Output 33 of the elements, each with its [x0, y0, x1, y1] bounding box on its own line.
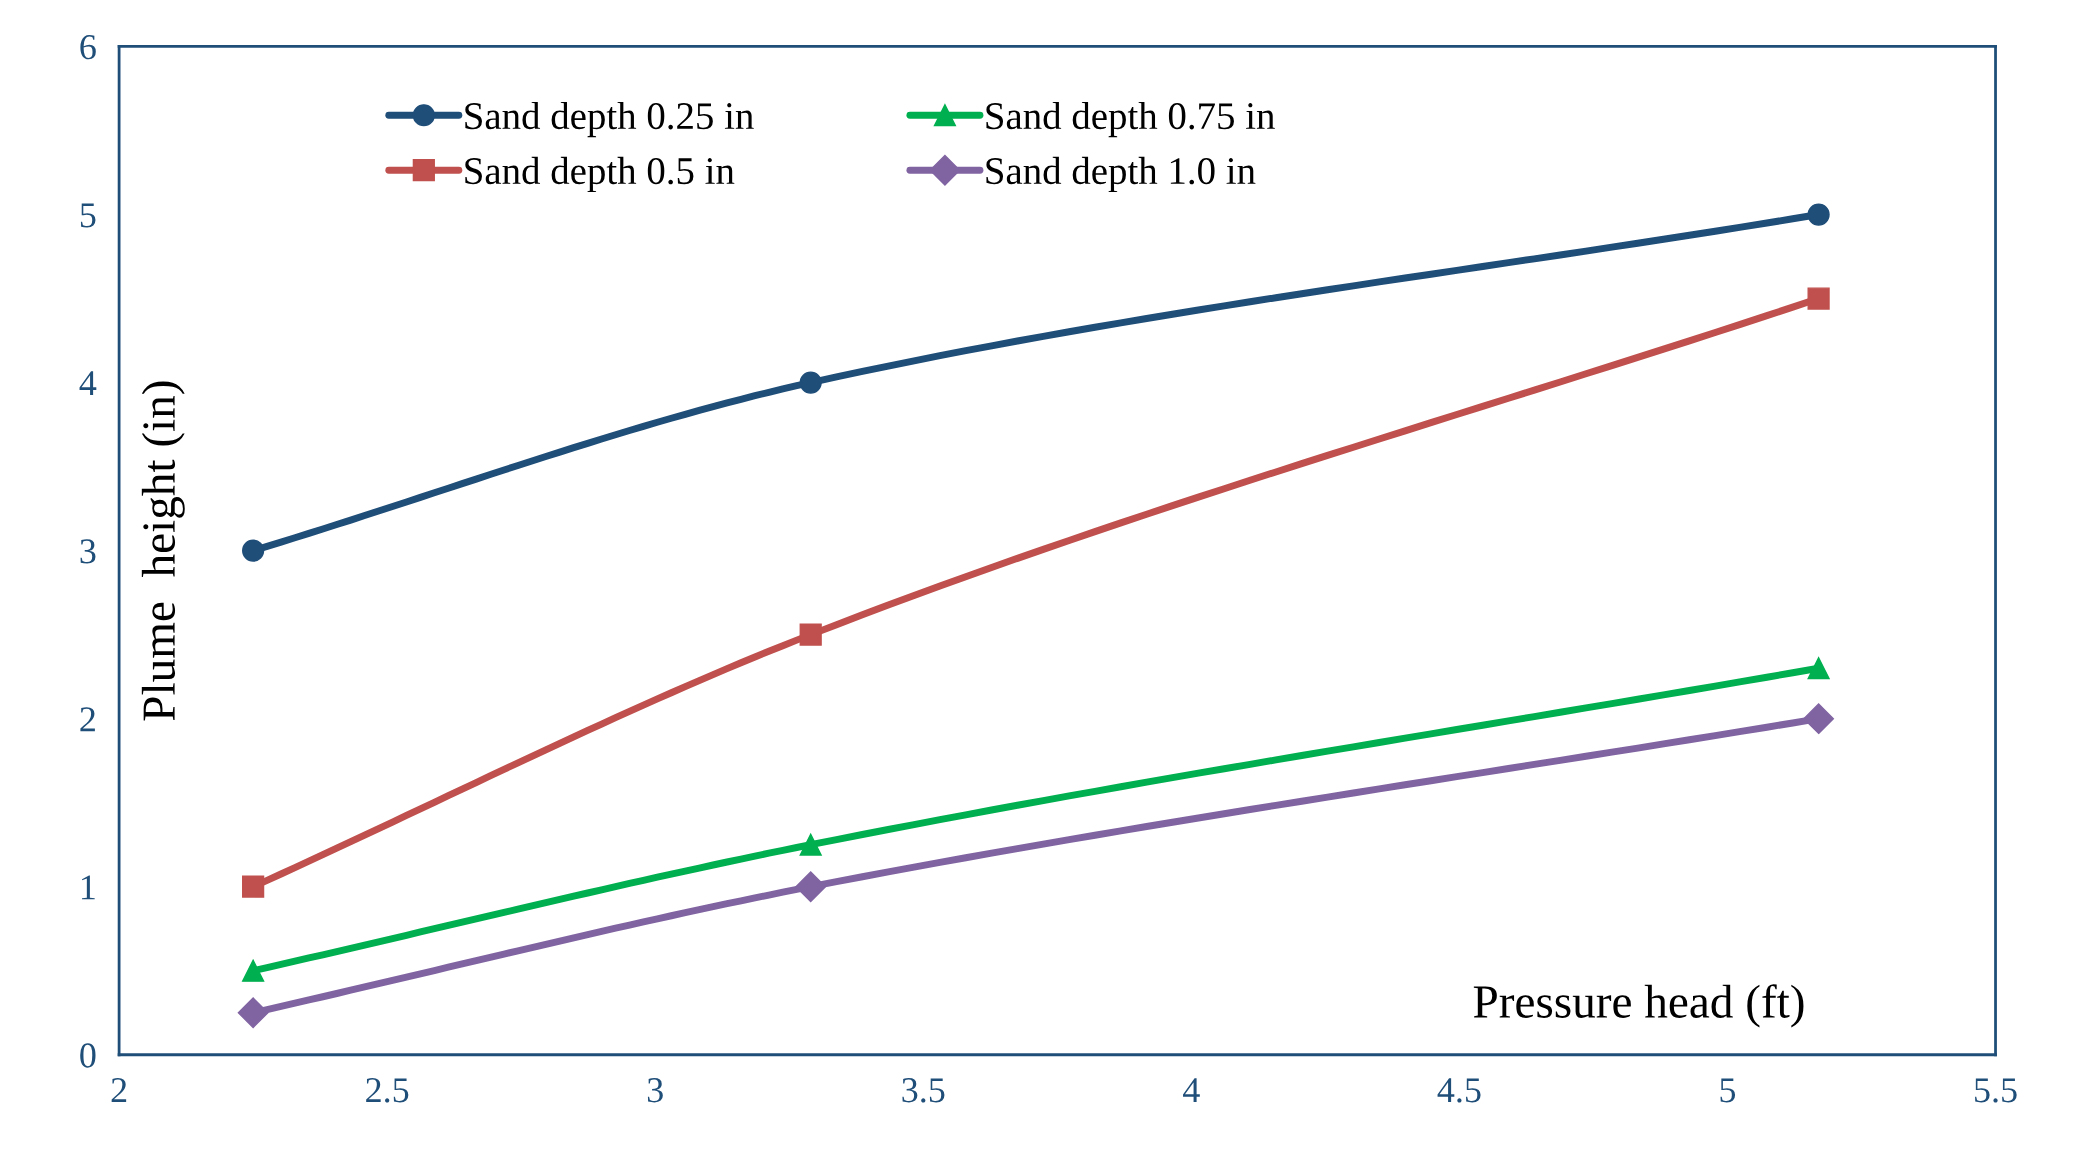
point [1807, 657, 1830, 680]
point [242, 959, 265, 982]
x-tick-label: 2 [111, 1078, 127, 1103]
x-tick-label: 5.5 [1975, 1078, 2017, 1103]
x-tick-label: 4.5 [1437, 1078, 1481, 1103]
y-tick-label: 3 [80, 539, 96, 564]
point [242, 539, 265, 562]
legend-label: Sand depth 0.75 in [986, 101, 1275, 138]
x-tick-label: 3 [647, 1078, 663, 1103]
point [242, 875, 265, 898]
legend-label: Sand depth 0.5 in [465, 156, 735, 193]
x-tick-label: 2.5 [366, 1078, 409, 1103]
point [237, 997, 269, 1029]
y-tick-label: 4 [79, 371, 97, 396]
y-tick-label: 6 [80, 35, 96, 60]
y-tick-label: 5 [80, 203, 96, 228]
legend-label: Sand depth 1.0 in [986, 156, 1256, 193]
point [799, 371, 822, 394]
point [799, 833, 822, 856]
y-tick-label: 1 [82, 875, 95, 900]
y-axis-title: Plume height (in) [141, 381, 185, 721]
x-axis-title: Pressure head (ft) [1473, 984, 1804, 1028]
point [1807, 287, 1830, 310]
point [799, 623, 822, 646]
point [1807, 203, 1830, 226]
y-tick-label: 2 [80, 707, 95, 732]
x-tick-label: 5 [1720, 1078, 1736, 1103]
x-tick-label: 4 [1183, 1078, 1200, 1103]
point [1803, 703, 1835, 735]
y-tick-label: 0 [80, 1043, 96, 1068]
point [795, 871, 827, 903]
x-tick-label: 3.5 [902, 1078, 945, 1103]
legend-label: Sand depth 0.25 in [465, 101, 754, 138]
